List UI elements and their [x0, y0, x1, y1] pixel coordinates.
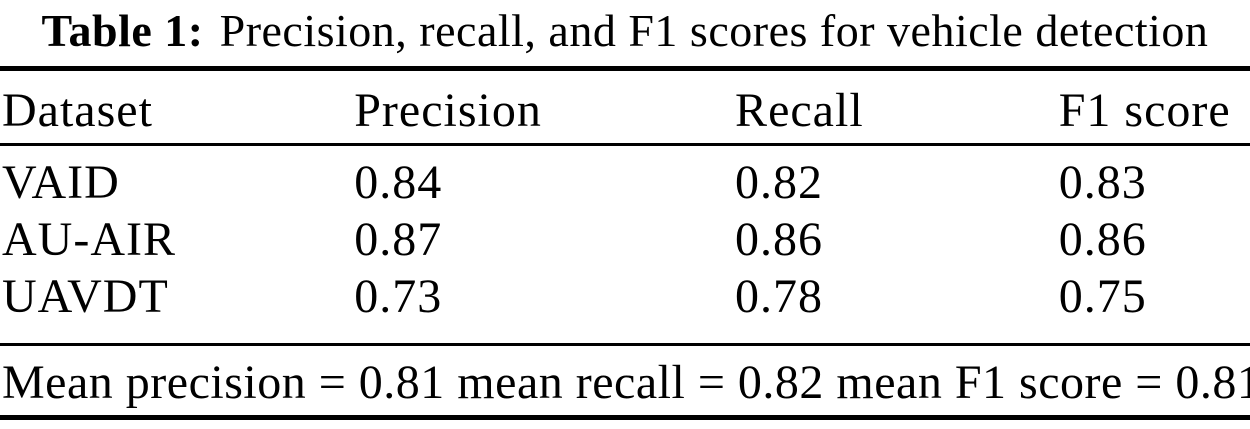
table-row: UAVDT 0.73 0.78 0.75	[0, 268, 1250, 345]
cell-precision: 0.87	[354, 213, 443, 266]
cell-f1-score: 0.86	[1058, 213, 1147, 266]
caption-label: Table 1:	[41, 5, 204, 56]
table-row: VAID 0.84 0.82 0.83	[0, 145, 1250, 212]
column-header-recall: Recall	[733, 68, 1057, 146]
table-foot: Mean precision = 0.81 mean recall = 0.82…	[0, 343, 1250, 420]
footer-row: Mean precision = 0.81 mean recall = 0.82…	[0, 343, 1250, 420]
column-header-dataset: Dataset	[0, 68, 353, 146]
column-header-precision: Precision	[352, 68, 734, 146]
table-caption: Table 1: Precision, recall, and F1 scores…	[0, 0, 1250, 66]
cell-recall: 0.78	[735, 270, 824, 323]
table-head: Dataset Precision Recall F1 score	[0, 68, 1250, 146]
results-table: Dataset Precision Recall F1 score VAID 0…	[0, 66, 1250, 420]
cell-recall: 0.86	[735, 213, 824, 266]
footer-summary: Mean precision = 0.81 mean recall = 0.82…	[0, 343, 1250, 420]
table-row: AU-AIR 0.87 0.86 0.86	[0, 211, 1250, 268]
cell-dataset: AU-AIR	[2, 213, 176, 266]
column-header-f1-score: F1 score	[1056, 68, 1250, 146]
caption-text: Precision, recall, and F1 scores for veh…	[219, 5, 1209, 56]
cell-recall: 0.82	[735, 156, 824, 209]
cell-f1-score: 0.75	[1058, 270, 1147, 323]
header-row: Dataset Precision Recall F1 score	[0, 68, 1250, 146]
cell-precision: 0.73	[354, 270, 443, 323]
cell-dataset: UAVDT	[2, 270, 169, 323]
table-body: VAID 0.84 0.82 0.83 AU-AIR 0.87 0.86 0.8…	[0, 145, 1250, 345]
cell-f1-score: 0.83	[1058, 156, 1147, 209]
cell-precision: 0.84	[354, 156, 443, 209]
cell-dataset: VAID	[2, 156, 120, 209]
